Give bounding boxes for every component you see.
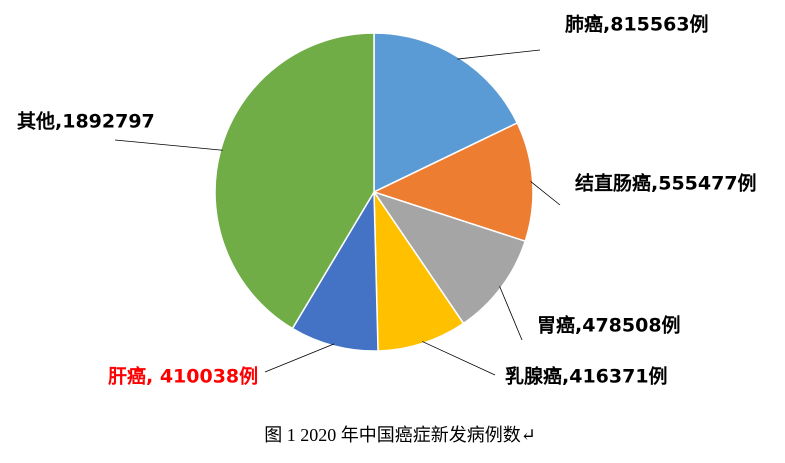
data-label: 结直肠癌,555477例 xyxy=(575,172,757,195)
leader-line xyxy=(499,286,523,341)
leader-line xyxy=(457,49,541,60)
pie-slice xyxy=(291,189,379,352)
caption: 图 1 2020 年中国癌症新发病例数↵ xyxy=(264,425,536,445)
data-label: 乳腺癌,416371例 xyxy=(505,365,668,388)
leader-line xyxy=(114,139,223,151)
pie-slice xyxy=(373,32,519,194)
pie-slice xyxy=(372,190,527,325)
pie-slice xyxy=(371,121,534,243)
data-label: 胃癌,478508例 xyxy=(537,314,681,337)
data-label: 其他,1892797 xyxy=(17,110,155,133)
leader-line xyxy=(264,343,335,373)
data-label: 肝癌, 410038例 xyxy=(108,365,258,388)
leader-line xyxy=(530,181,561,206)
pie-slice xyxy=(373,189,465,352)
data-label: 肺癌,815563例 xyxy=(565,13,709,36)
leader-line xyxy=(421,341,496,376)
